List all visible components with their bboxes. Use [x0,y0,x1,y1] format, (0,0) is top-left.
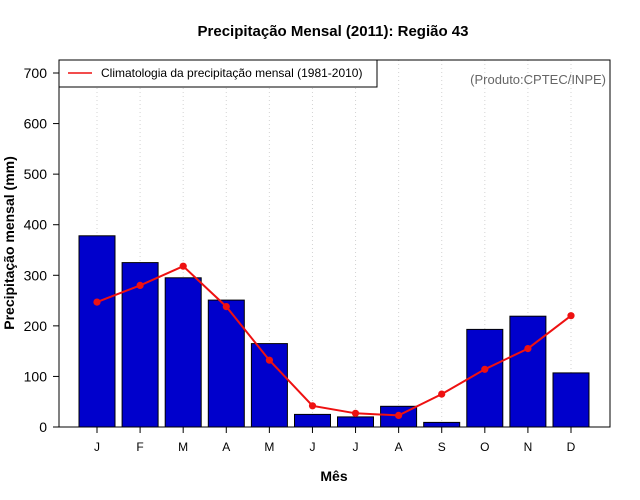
climatology-point-7 [351,409,360,417]
bar-6 [294,413,331,428]
x-tick-label: J [94,440,100,454]
bar-4 [207,299,245,428]
x-tick-label: D [567,440,576,454]
climatology-point-10 [481,365,489,373]
chart-title: Precipitação Mensal (2011): Região 43 [198,23,469,40]
bar-12 [552,372,590,428]
x-tick-label: N [524,440,533,454]
climatology-line [96,265,572,417]
y-tick-label: 600 [24,116,48,132]
credit-text: (Produto:CPTEC/INPE) [470,72,606,87]
y-tick-label: 200 [24,318,48,334]
climatology-point-8 [395,411,403,419]
y-tick-label: 100 [24,368,48,384]
x-tick-label: A [395,440,403,454]
x-axis-title: Mês [320,468,347,484]
x-tick-label: M [264,440,274,454]
x-tick-label: M [178,440,188,454]
x-tick-label: S [438,440,446,454]
y-tick-label: 400 [24,217,48,233]
y-axis: 0 100 200 300 400 500 600 700 [24,65,59,435]
climatology-point-5 [265,356,273,364]
legend: Climatologia da precipitação mensal (198… [58,59,378,88]
climatology-point-4 [222,303,230,311]
bar-1 [78,235,116,428]
y-axis-title: Precipitação mensal (mm) [1,156,17,330]
bar-5 [250,343,288,428]
bar-3 [164,277,202,428]
bar-11 [509,315,547,428]
climatology-point-6 [308,402,317,410]
climatology-point-1 [93,298,101,306]
x-tick-label: O [480,440,489,454]
y-tick-label: 500 [24,166,48,182]
x-tick-label: F [136,440,143,454]
line-layer [93,262,575,419]
bars-layer [78,235,590,428]
climatology-point-11 [524,345,532,353]
climatology-point-12 [567,312,575,320]
bar-10 [466,328,504,428]
x-tick-label: J [353,440,359,454]
y-tick-label: 700 [24,65,48,81]
y-tick-label: 0 [39,419,47,435]
bar-7 [337,416,374,428]
bar-9 [423,421,461,428]
y-tick-label: 300 [24,267,48,283]
climatology-point-9 [438,390,446,398]
x-tick-label: A [222,440,230,454]
climatology-point-3 [179,262,187,270]
legend-box [58,59,378,88]
legend-label: Climatologia da precipitação mensal (198… [101,66,362,80]
climatology-point-2 [136,281,144,289]
x-tick-label: J [309,440,315,454]
